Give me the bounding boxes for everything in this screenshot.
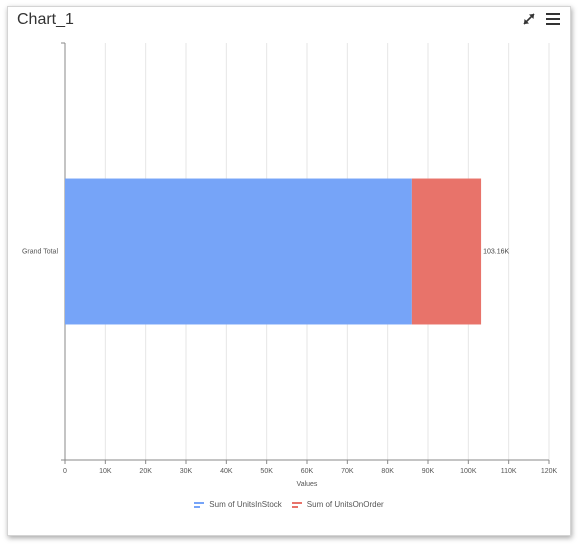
- category-label: Grand Total: [22, 249, 59, 256]
- legend: Sum of UnitsInStock Sum of UnitsOnOrder: [8, 500, 570, 509]
- x-tick-label: 100K: [460, 468, 477, 475]
- x-tick-label: 20K: [139, 468, 152, 475]
- legend-label-order: Sum of UnitsOnOrder: [306, 500, 384, 509]
- hamburger-menu-icon[interactable]: [545, 11, 561, 27]
- chart-title: Chart_1: [17, 11, 74, 28]
- legend-order-icon: [291, 501, 302, 508]
- legend-stock-icon: [194, 501, 205, 508]
- chart-plot: 0 10K 20K 30K 40K 50K 60K 70K 80K 90K 100K 110K 120K…: [22, 42, 558, 488]
- x-tick-label: 0: [63, 468, 67, 475]
- x-tick-label: 120K: [541, 468, 558, 475]
- x-tick-label: 60K: [301, 468, 314, 475]
- legend-item-order[interactable]: Sum of UnitsOnOrder: [291, 500, 384, 509]
- expand-icon[interactable]: [521, 11, 537, 27]
- chart-toolbar: [521, 11, 561, 27]
- bar-segment[interactable]: [65, 178, 412, 325]
- x-tick-label: 110K: [501, 468, 517, 475]
- x-tick-label: 40K: [220, 468, 233, 475]
- x-tick-label: 30K: [180, 468, 193, 475]
- bars: [65, 178, 482, 325]
- bar-segment[interactable]: [411, 178, 482, 325]
- x-tick-label: 90K: [422, 468, 435, 475]
- chart-widget: Chart_1 0 10K 20K 30K 40K 50K 60K 70K 80K 90K 100K…: [7, 6, 571, 536]
- data-labels: 103.16K: [483, 249, 509, 256]
- data-label: 103.16K: [483, 249, 509, 256]
- x-tick-label: 10K: [99, 468, 112, 475]
- x-tick-label: 50K: [260, 468, 273, 475]
- x-axis-title: Values: [297, 481, 318, 488]
- x-tick-label: 70K: [341, 468, 354, 475]
- category-labels: Grand Total: [22, 249, 59, 256]
- x-tick-label: 80K: [381, 468, 394, 475]
- legend-label-stock: Sum of UnitsInStock: [209, 500, 282, 509]
- legend-item-stock[interactable]: Sum of UnitsInStock: [194, 500, 282, 509]
- x-ticks: 0 10K 20K 30K 40K 50K 60K 70K 80K 90K 100K 110K 120K: [61, 42, 558, 475]
